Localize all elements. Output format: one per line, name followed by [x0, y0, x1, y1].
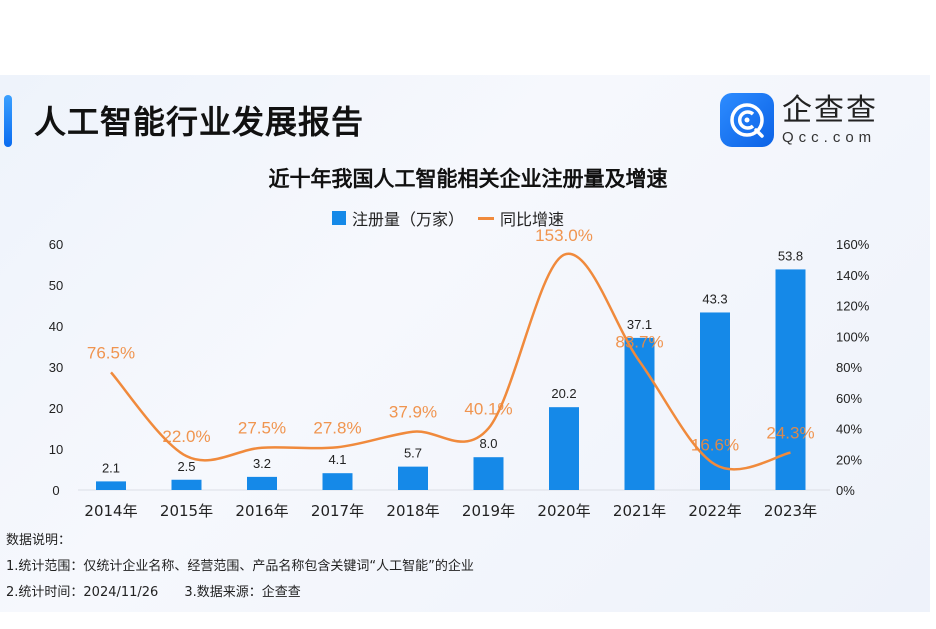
bar-value-label: 2.1 [102, 460, 120, 475]
y-right-tick-label: 100% [836, 329, 870, 344]
notes-source: 3.数据来源：企查查 [184, 585, 301, 600]
chart-title: 近十年我国人工智能相关企业注册量及增速 [268, 167, 668, 191]
logo-cn-text: 企查查 [782, 92, 878, 128]
y-left-tick-label: 10 [49, 442, 63, 457]
y-left-tick-label: 60 [49, 237, 63, 252]
bar [96, 481, 126, 490]
bar-value-label: 8.0 [479, 436, 497, 451]
notes-heading: 数据说明： [6, 533, 72, 548]
line-value-label: 153.0% [535, 226, 593, 245]
x-tick-label: 2022年 [688, 502, 741, 520]
notes-date: 2.统计时间：2024/11/26 [6, 585, 159, 600]
bar-value-label: 5.7 [404, 446, 422, 461]
legend-bar-label: 注册量（万家） [352, 210, 465, 229]
y-right-tick-label: 140% [836, 268, 870, 283]
y-left-tick-label: 50 [49, 278, 63, 293]
bar-value-label: 43.3 [702, 291, 727, 306]
x-tick-label: 2015年 [160, 502, 213, 520]
x-tick-label: 2023年 [764, 502, 817, 520]
growth-rate-line [110, 252, 791, 471]
bar-value-label: 37.1 [627, 317, 652, 332]
x-tick-label: 2020年 [537, 502, 590, 520]
line-value-label: 76.5% [87, 343, 135, 362]
notes-scope: 1.统计范围：仅统计企业名称、经营范围、产品名称包含关键词“人工智能”的企业 [6, 559, 474, 574]
bar [700, 312, 730, 490]
y-right-tick-label: 160% [836, 237, 870, 252]
bar [473, 457, 504, 490]
y-right-tick-label: 20% [836, 452, 862, 467]
y-right-tick-label: 0% [836, 483, 855, 498]
bar [171, 479, 202, 490]
legend-line-label: 同比增速 [500, 210, 565, 229]
bar-value-label: 53.8 [778, 248, 803, 263]
x-tick-label: 2021年 [613, 502, 666, 520]
line-value-label: 22.0% [162, 427, 210, 446]
legend-bar-swatch [332, 211, 346, 225]
line-value-label: 40.1% [464, 399, 512, 418]
line-value-label: 83.7% [615, 332, 663, 351]
y-left-tick-label: 20 [49, 401, 63, 416]
bar [247, 476, 277, 490]
y-right-tick-label: 40% [836, 422, 862, 437]
report-panel [0, 75, 930, 612]
x-tick-label: 2018年 [386, 502, 439, 520]
y-left-tick-label: 30 [49, 360, 63, 375]
y-right-tick-label: 60% [836, 391, 862, 406]
bar [398, 466, 428, 490]
y-right-tick-label: 120% [836, 299, 870, 314]
bar-value-label: 20.2 [551, 386, 576, 401]
bar-value-label: 4.1 [328, 452, 346, 467]
bar [549, 407, 579, 490]
line-value-label: 24.3% [766, 424, 814, 443]
bar-value-label: 2.5 [177, 459, 195, 474]
qcc-logo-icon [720, 93, 774, 147]
qcc-logo: 企查查 Qcc.com [720, 93, 878, 147]
y-right-tick-label: 80% [836, 360, 862, 375]
x-tick-label: 2014年 [84, 502, 137, 520]
line-value-label: 27.5% [238, 419, 286, 438]
line-value-label: 16.6% [691, 435, 739, 454]
report-title: 人工智能行业发展报告 [34, 103, 365, 141]
data-notes: 数据说明： 1.统计范围：仅统计企业名称、经营范围、产品名称包含关键词“人工智能… [6, 528, 474, 606]
legend-line-swatch [478, 216, 495, 220]
y-left-tick-label: 0 [52, 483, 59, 498]
x-tick-label: 2017年 [311, 502, 364, 520]
line-value-label: 37.9% [389, 403, 437, 422]
bar-value-label: 3.2 [253, 456, 271, 471]
logo-en-text: Qcc.com [782, 128, 877, 146]
y-left-tick-label: 40 [49, 319, 63, 334]
line-value-label: 27.8% [313, 418, 361, 437]
x-tick-label: 2016年 [235, 502, 288, 520]
x-tick-label: 2019年 [462, 502, 515, 520]
title-accent-bar [4, 95, 12, 147]
chart-legend: 注册量（万家） 同比增速 [332, 206, 564, 230]
bar [322, 473, 353, 490]
